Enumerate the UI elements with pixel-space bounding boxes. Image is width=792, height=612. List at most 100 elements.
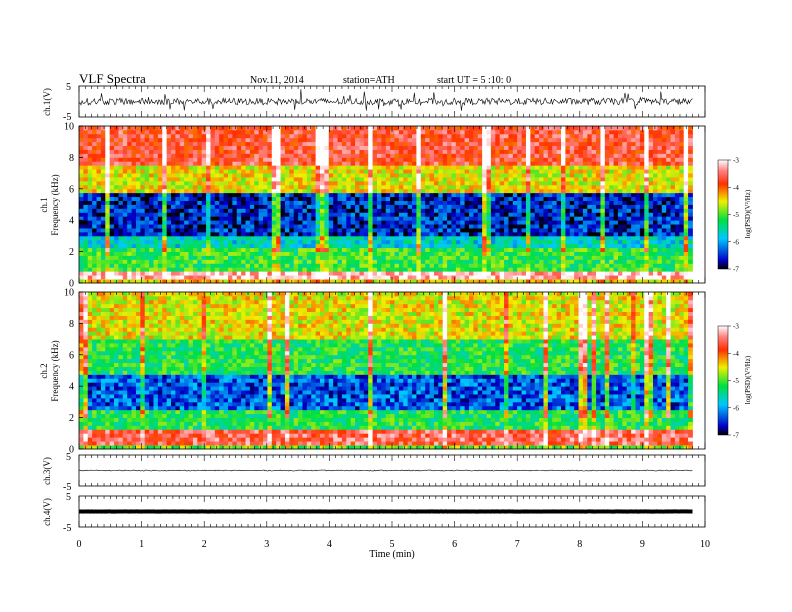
ch1-spectrogram-cell bbox=[451, 188, 457, 194]
ch1-spectrogram-cell bbox=[153, 141, 159, 147]
ch1-spectrogram-cell bbox=[420, 204, 426, 209]
ch1-spectrogram-cell bbox=[403, 271, 409, 276]
ch1-spectrogram-cell bbox=[530, 200, 536, 205]
ch1-spectrogram-cell bbox=[333, 177, 338, 182]
ch1-spectrogram-cell bbox=[438, 196, 444, 201]
ch1-spectrogram-cell bbox=[464, 243, 470, 249]
ch1-spectrogram-cell bbox=[530, 239, 536, 245]
ch1-spectrogram-cell bbox=[232, 271, 238, 276]
ch1-spectrogram-cell bbox=[92, 267, 97, 272]
ch1-spectrogram-cell bbox=[236, 239, 242, 245]
ch1-spectrogram-cell bbox=[403, 161, 409, 166]
ch1-spectrogram-cell bbox=[96, 220, 102, 225]
ch1-spectrogram-cell bbox=[306, 149, 312, 154]
ch1-spectrogram-cell bbox=[363, 133, 369, 139]
ch1-spectrogram-cell bbox=[276, 129, 281, 135]
ch1-spectrogram-cell bbox=[425, 126, 430, 131]
ch1-spectrogram-cell bbox=[249, 196, 255, 201]
ch1-spectrogram-cell bbox=[455, 157, 461, 162]
ch1-spectrogram-cell bbox=[613, 235, 619, 241]
ch1-spectrogram-cell bbox=[346, 255, 352, 260]
ch1-spectrogram-cell bbox=[355, 224, 360, 229]
ch1-spectrogram-cell bbox=[302, 216, 308, 221]
ch1-spectrogram-cell bbox=[521, 271, 527, 276]
ch1-spectrogram-cell bbox=[561, 220, 566, 225]
ch1-spectrogram-cell bbox=[236, 153, 242, 158]
ch1-spectrogram-cell bbox=[236, 259, 242, 264]
ch1-spectrogram-cell bbox=[140, 204, 146, 209]
ch1-spectrogram-cell bbox=[420, 231, 426, 237]
ch1-spectrogram-cell bbox=[162, 153, 168, 158]
ch1-spectrogram-cell bbox=[241, 145, 246, 150]
ch1-spectrogram-cell bbox=[289, 275, 295, 280]
ch1-spectrogram-cell bbox=[578, 204, 584, 209]
ch1-spectrogram-cell bbox=[254, 184, 260, 190]
ch1-spectrogram-cell bbox=[539, 255, 544, 260]
ch1-spectrogram-cell bbox=[192, 169, 198, 174]
ch1-spectrogram-cell bbox=[346, 208, 352, 213]
ch1-spectrogram-cell bbox=[609, 228, 614, 233]
ch1-spectrogram-cell bbox=[302, 220, 308, 225]
ch1-spectrogram-cell bbox=[92, 141, 97, 147]
ch1-spectrogram-cell bbox=[87, 133, 93, 139]
ch1-spectrogram-cell bbox=[96, 141, 102, 147]
ch1-spectrogram-cell bbox=[517, 169, 522, 174]
ch1-spectrogram-cell bbox=[561, 204, 566, 209]
ch1-spectrogram-cell bbox=[166, 153, 172, 158]
ch1-spectrogram-cell bbox=[263, 259, 268, 264]
ch1-spectrogram-cell bbox=[219, 275, 224, 280]
ch1-spectrogram-cell bbox=[236, 231, 242, 237]
ch1-spectrogram-cell bbox=[482, 247, 487, 253]
ch1-spectrogram-cell bbox=[315, 149, 321, 154]
ch1-spectrogram-cell bbox=[135, 173, 141, 178]
ch1-spectrogram-cell bbox=[574, 196, 579, 201]
ch1-spectrogram-cell bbox=[464, 204, 470, 209]
ch1-spectrogram-cell bbox=[482, 220, 487, 225]
ch1-spectrogram-cell bbox=[131, 271, 137, 276]
ch1-spectrogram-cell bbox=[127, 208, 132, 213]
ch1-spectrogram-cell bbox=[451, 153, 457, 158]
ch1-spectrogram-cell bbox=[609, 251, 614, 256]
ch1-spectrogram-cell bbox=[552, 228, 558, 233]
ch1-spectrogram-cell bbox=[96, 212, 102, 217]
ch1-spectrogram-cell bbox=[122, 137, 128, 143]
ch1-spectrogram-cell bbox=[79, 157, 84, 162]
ch1-spectrogram-cell bbox=[508, 141, 514, 147]
ch1-spectrogram-cell bbox=[140, 247, 146, 253]
ch1-spectrogram-cell bbox=[227, 126, 233, 131]
ch1-spectrogram-cell bbox=[490, 177, 496, 182]
ch1-spectrogram-cell bbox=[289, 141, 295, 147]
ch1-spectrogram-cell bbox=[473, 165, 479, 170]
ch1-spectrogram-cell bbox=[477, 141, 483, 147]
ch1-spectrogram-cell bbox=[403, 184, 409, 190]
ch1-spectrogram-cell bbox=[504, 235, 509, 241]
ch1-spectrogram-cell bbox=[464, 184, 470, 190]
ch1-spectrogram-cell bbox=[135, 255, 141, 260]
ch1-spectrogram-cell bbox=[372, 212, 378, 217]
ch1-spectrogram-cell bbox=[521, 129, 527, 135]
ch1-spectrogram-cell bbox=[403, 141, 409, 147]
ch1-spectrogram-cell bbox=[149, 255, 154, 260]
ch1-spectrogram-cell bbox=[171, 239, 176, 245]
ch1-spectrogram-cell bbox=[83, 231, 89, 237]
ch1-spectrogram-cell bbox=[539, 220, 544, 225]
ch1-spectrogram-cell bbox=[442, 204, 448, 209]
ch1-spectrogram-cell bbox=[565, 145, 571, 150]
ch1-spectrogram-cell bbox=[210, 141, 216, 147]
ch1-spectrogram-cell bbox=[184, 161, 189, 166]
ch1-spectrogram-cell bbox=[302, 177, 308, 182]
ch1-spectrogram-cell bbox=[578, 231, 584, 237]
ch1-spectrogram-cell bbox=[184, 165, 189, 170]
ch1-spectrogram-cell bbox=[587, 184, 593, 190]
ch1-spectrogram-cell bbox=[442, 129, 448, 135]
ch1-spectrogram-cell bbox=[596, 228, 601, 233]
ch1-spectrogram-cell bbox=[232, 184, 238, 190]
ch1-spectrogram-cell bbox=[350, 235, 356, 241]
ch1-spectrogram-cell bbox=[83, 247, 89, 253]
ch1-spectrogram-cell bbox=[96, 149, 102, 154]
ch1-spectrogram-cell bbox=[197, 216, 203, 221]
ch1-spectrogram-cell bbox=[591, 177, 597, 182]
ch1-spectrogram-cell bbox=[368, 267, 373, 272]
ch1-spectrogram-cell bbox=[79, 235, 84, 241]
ch1-spectrogram-cell bbox=[508, 153, 514, 158]
